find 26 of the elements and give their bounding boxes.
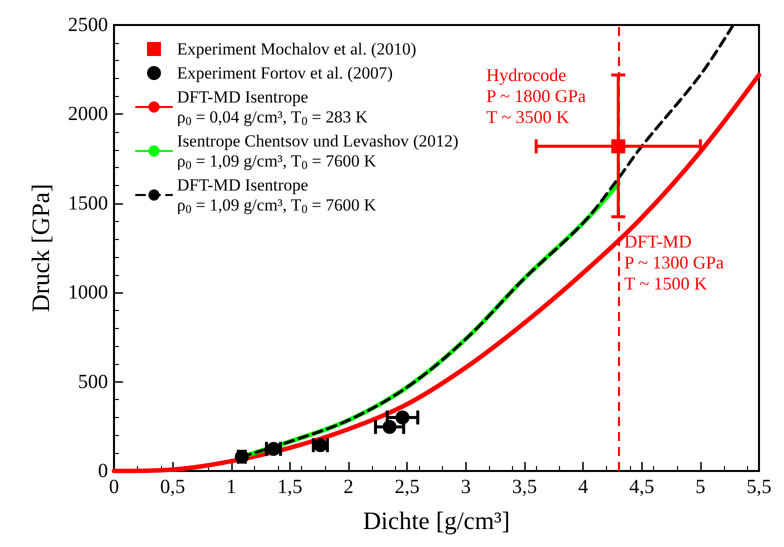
legend-label: Experiment Mochalov et al. (2010) bbox=[177, 40, 416, 58]
point bbox=[396, 410, 410, 424]
y-tick-label: 1500 bbox=[68, 192, 108, 214]
point bbox=[382, 420, 397, 434]
y-tick-label: 2000 bbox=[68, 103, 108, 126]
x-tick-label: 4,5 bbox=[629, 476, 654, 498]
x-tick-label: 1,5 bbox=[277, 476, 302, 498]
annotation: Hydrocode P ~ 1800 GPa T ~ 3500 K bbox=[486, 64, 586, 127]
legend-label: Experiment Fortov et al. (2007) bbox=[177, 64, 393, 82]
y-tick-label: 500 bbox=[78, 370, 108, 393]
x-tick-label: 3,5 bbox=[512, 476, 537, 498]
x-tick-label: 0,5 bbox=[160, 476, 186, 498]
x-tick-label: 5,5 bbox=[746, 476, 772, 498]
x-axis-title: Dichte [g/cm³] bbox=[362, 508, 510, 535]
y-tick-label: 0 bbox=[98, 460, 108, 482]
x-tick-label: 3 bbox=[460, 476, 471, 498]
x-tick-label: 1 bbox=[226, 476, 236, 498]
y-tick-label: 2500 bbox=[68, 14, 108, 36]
x-tick-label: 2 bbox=[344, 476, 354, 498]
y-axis-title: Druck [GPa] bbox=[28, 184, 55, 312]
x-tick-label: 2,5 bbox=[394, 476, 420, 498]
x-tick-label: 5 bbox=[695, 476, 706, 498]
point bbox=[611, 139, 626, 154]
annotation: DFT-MD P ~ 1300 GPa T ~ 1500 K bbox=[624, 232, 724, 294]
x-tick-label: 4 bbox=[578, 476, 588, 498]
y-tick-label: 1000 bbox=[68, 282, 108, 304]
